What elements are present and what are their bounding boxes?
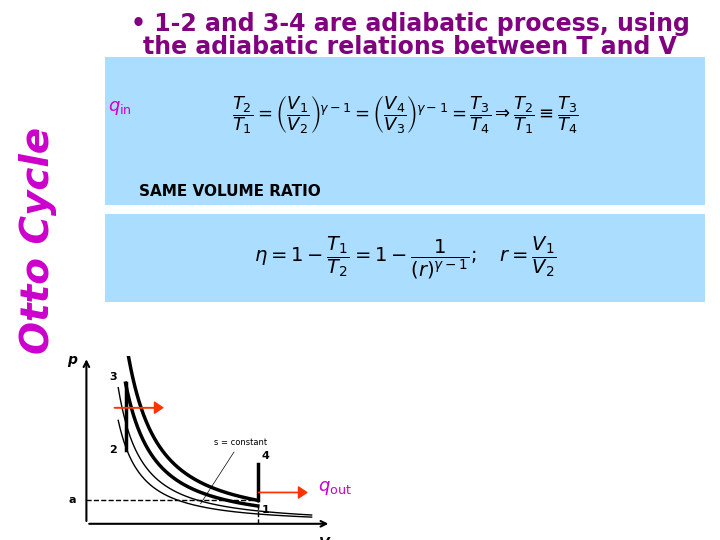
Text: Otto Cycle: Otto Cycle bbox=[19, 126, 57, 354]
Text: 4: 4 bbox=[261, 451, 269, 461]
Text: 1: 1 bbox=[261, 505, 269, 515]
Text: 3: 3 bbox=[109, 372, 117, 381]
Text: $\eta = 1 - \dfrac{T_1}{T_2} = 1 - \dfrac{1}{(r)^{\gamma-1}};\quad r = \dfrac{V_: $\eta = 1 - \dfrac{T_1}{T_2} = 1 - \dfra… bbox=[254, 234, 556, 281]
Text: V: V bbox=[318, 536, 329, 540]
Text: $\dfrac{T_2}{T_1} = \left(\dfrac{V_1}{V_2}\right)^{\!\gamma-1}= \left(\dfrac{V_4: $\dfrac{T_2}{T_1} = \left(\dfrac{V_1}{V_… bbox=[232, 94, 578, 136]
Bar bbox=[105, 214, 705, 302]
Text: the adiabatic relations between T and V: the adiabatic relations between T and V bbox=[143, 35, 677, 59]
Bar bbox=[105, 57, 705, 205]
Text: SAME VOLUME RATIO: SAME VOLUME RATIO bbox=[139, 185, 321, 199]
Text: s = constant: s = constant bbox=[200, 438, 267, 504]
Text: • 1-2 and 3-4 are adiabatic process, using: • 1-2 and 3-4 are adiabatic process, usi… bbox=[130, 12, 690, 36]
Text: $q_\mathrm{out}$: $q_\mathrm{out}$ bbox=[318, 479, 352, 497]
Text: a: a bbox=[68, 495, 76, 505]
Text: $q_\mathrm{in}$: $q_\mathrm{in}$ bbox=[108, 99, 132, 117]
Text: p: p bbox=[67, 353, 76, 367]
Text: 2: 2 bbox=[109, 445, 117, 455]
